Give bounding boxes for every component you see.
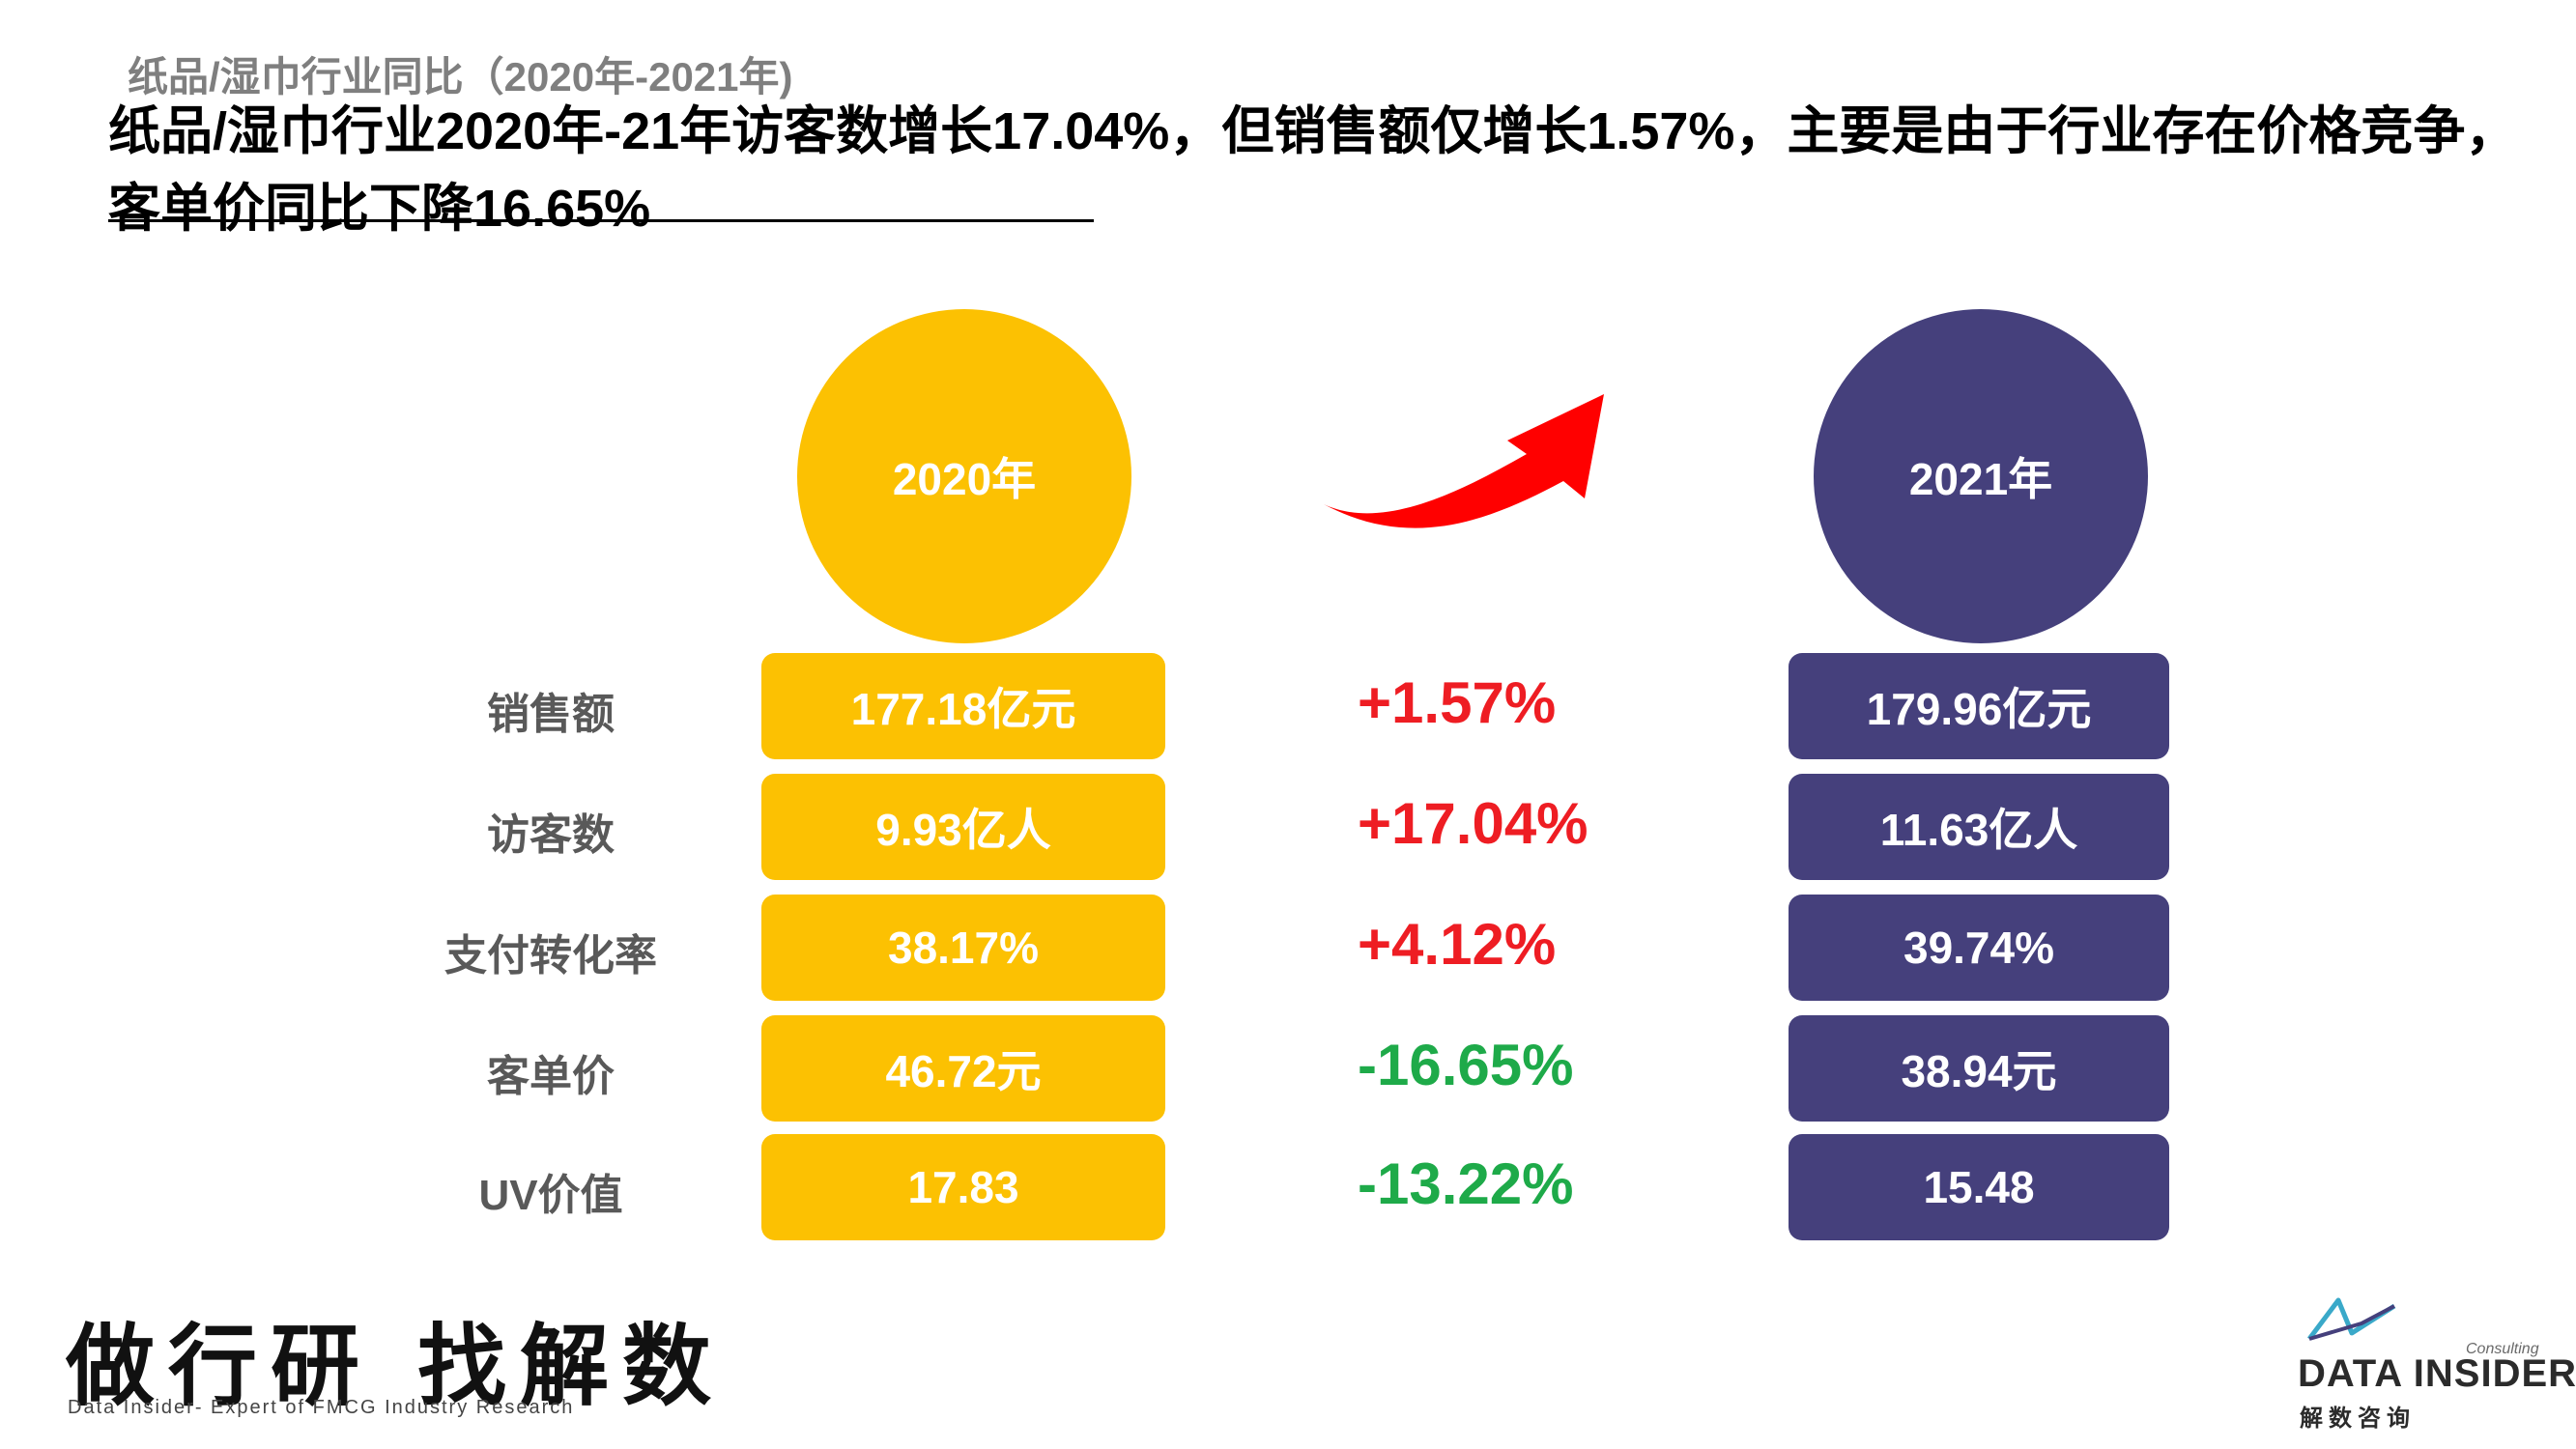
metric-label-conversion: 支付转化率	[444, 932, 657, 980]
conversion-2020-value: 38.17%	[887, 923, 1039, 973]
curved-arrow-up-right-icon	[1324, 394, 1604, 528]
page-subtitle: 纸品/湿巾行业同比（2020年-2021年)	[128, 54, 793, 99]
year-2020-circle: 2020年	[797, 309, 1131, 643]
avg-order-2020-box: 46.72元	[761, 1015, 1165, 1122]
year-2020-label: 2020年	[892, 454, 1037, 504]
sales-2020-box: 177.18亿元	[761, 653, 1165, 759]
logo-chinese-name: 解数咨询	[2300, 1406, 2416, 1432]
footer-tagline: Data Insider- Expert of FMCG Industry Re…	[68, 1397, 575, 1418]
metric-label-visitors: 访客数	[487, 811, 615, 859]
sales-2020-value: 177.18亿元	[850, 684, 1076, 734]
logo-consulting-text: Consulting	[2466, 1341, 2539, 1357]
year-2021-circle: 2021年	[1814, 309, 2148, 643]
uv-value-2020-value: 17.83	[907, 1162, 1019, 1212]
logo-name: DATA INSIDER	[2298, 1352, 2576, 1395]
avg-order-2021-value: 38.94元	[1901, 1046, 2057, 1096]
conversion-2021-box: 39.74%	[1789, 895, 2169, 1001]
page-headline: 纸品/湿巾行业2020年-21年访客数增长17.04%，但销售额仅增长1.57%…	[108, 102, 2518, 238]
visitors-2020-box: 9.93亿人	[761, 774, 1165, 880]
conversion-change: +4.12%	[1358, 912, 1557, 977]
uv-value-2020-box: 17.83	[761, 1134, 1165, 1240]
uv-value-2021-box: 15.48	[1789, 1134, 2169, 1240]
uv-value-change: -13.22%	[1358, 1151, 1574, 1216]
data-insider-logo-icon	[2307, 1297, 2396, 1341]
footer-slogan: 做行研 找解数	[66, 1314, 726, 1418]
uv-value-2021-value: 15.48	[1923, 1162, 2035, 1212]
visitors-2021-value: 11.63亿人	[1879, 805, 2078, 855]
visitors-change: +17.04%	[1358, 791, 1589, 856]
avg-order-2020-value: 46.72元	[885, 1046, 1042, 1096]
avg-order-change: -16.65%	[1358, 1033, 1574, 1097]
avg-order-2021-box: 38.94元	[1789, 1015, 2169, 1122]
visitors-2021-box: 11.63亿人	[1789, 774, 2169, 880]
year-2021-label: 2021年	[1908, 454, 2053, 504]
metric-label-uv-value: UV价值	[478, 1172, 623, 1219]
metric-label-sales: 销售额	[487, 691, 615, 738]
metric-label-avg-order: 客单价	[487, 1053, 615, 1100]
sales-2021-value: 179.96亿元	[1866, 684, 2092, 734]
conversion-2020-box: 38.17%	[761, 895, 1165, 1001]
sales-change: +1.57%	[1358, 670, 1557, 735]
headline-underline	[108, 219, 1094, 222]
sales-2021-box: 179.96亿元	[1789, 653, 2169, 759]
conversion-2021-value: 39.74%	[1903, 923, 2054, 973]
visitors-2020-value: 9.93亿人	[875, 805, 1051, 855]
